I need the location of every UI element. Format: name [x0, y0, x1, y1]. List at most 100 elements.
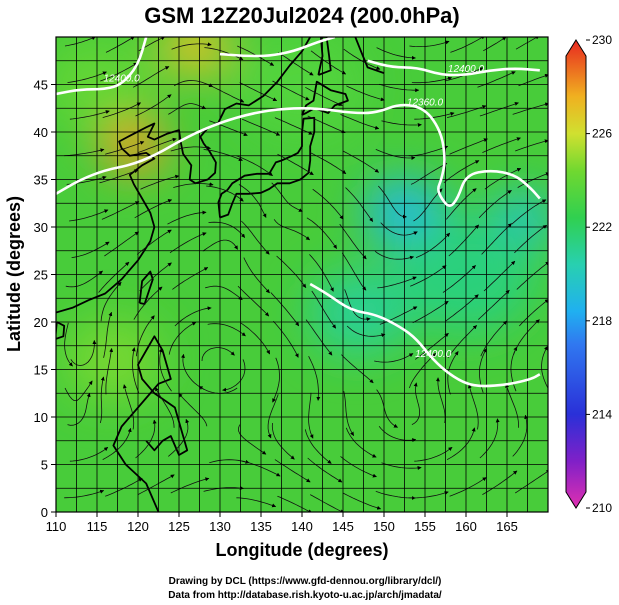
streamline-140 [408, 491, 449, 499]
field-blob-0 [101, 119, 166, 174]
streamline-167 [450, 37, 486, 53]
y-tick-label-25: 25 [34, 268, 48, 283]
x-tick-label-160: 160 [455, 519, 477, 534]
streamline-129 [376, 389, 398, 428]
x-tick-label-130: 130 [209, 519, 231, 534]
streamline-173 [478, 289, 510, 320]
streamline-84 [277, 495, 313, 512]
streamline-122 [342, 150, 380, 173]
colorbar-ticks: 210 214 218 222 226 230 [586, 33, 612, 515]
streamline-147 [415, 232, 451, 258]
streamline-34 [139, 262, 172, 292]
streamline-29 [135, 419, 157, 459]
streamline-60 [201, 347, 235, 362]
y-tick-label-30: 30 [34, 220, 48, 235]
x-tick-label-110: 110 [46, 519, 67, 534]
x-tick-label-120: 120 [127, 519, 149, 534]
contour-label-0: 12360.0 [407, 97, 444, 108]
streamline-15 [102, 427, 132, 460]
x-tick-label-115: 115 [87, 519, 108, 534]
streamline-64 [208, 221, 246, 238]
streamline-139 [376, 47, 416, 60]
contour-1 [56, 37, 148, 96]
cbar-tick-label-210: 210 [592, 501, 612, 515]
streamline-36 [134, 199, 173, 219]
streamline-134 [380, 222, 418, 236]
streamline-177 [484, 168, 522, 190]
streamline-99 [307, 457, 343, 483]
streamline-116 [341, 354, 374, 384]
streamline-97 [277, 52, 314, 76]
streamline-47 [174, 306, 212, 327]
streamline-35 [136, 229, 172, 255]
streamline-170 [467, 384, 479, 430]
x-tick-label-165: 165 [496, 519, 518, 534]
colorbar: 210 214 218 222 226 230 [565, 33, 612, 515]
y-tick-label-45: 45 [34, 78, 48, 93]
streamline-62 [205, 285, 243, 301]
contour-0 [56, 103, 541, 207]
streamline-146 [410, 265, 447, 287]
streamline-85 [274, 459, 311, 483]
streamline-16 [99, 376, 105, 424]
streamline-178 [482, 137, 521, 153]
streamline-21 [104, 231, 140, 257]
streamline-130 [374, 353, 414, 363]
x-axis-label: Longitude (degrees) [215, 540, 388, 560]
streamline-109 [307, 115, 346, 134]
streamline-80 [236, 155, 273, 177]
streamline-181 [483, 37, 507, 52]
streamline-71 [242, 460, 281, 477]
x-tick-label-155: 155 [414, 519, 436, 534]
y-axis-label: Latitude (degrees) [4, 196, 24, 352]
coastline-1 [56, 37, 311, 314]
streamline-119 [341, 252, 367, 291]
streamline-123 [340, 114, 380, 130]
streamline-106 [306, 217, 338, 249]
cbar-tick-label-214: 214 [592, 407, 612, 421]
cbar-tick-label-222: 222 [592, 220, 612, 234]
plot-area: 12360.0 12400.0 12400.0 12400.0 [56, 37, 548, 512]
streamline-159 [445, 294, 479, 322]
y-tick-label-40: 40 [34, 125, 48, 140]
streamline-100 [304, 429, 332, 464]
streamline-31 [131, 347, 140, 393]
streamline-120 [339, 223, 367, 260]
y-tick-label-5: 5 [41, 458, 48, 473]
streamline-115 [343, 391, 355, 436]
streamline-66 [203, 149, 243, 161]
streamline-20 [98, 261, 130, 293]
streamline-88 [272, 357, 280, 403]
streamline-112 [342, 492, 382, 510]
streamline-103 [305, 319, 333, 356]
streamline-2 [67, 392, 91, 426]
contour-4 [219, 37, 336, 58]
streamline-161 [448, 224, 479, 257]
x-tick-label-125: 125 [168, 519, 190, 534]
streamline-55 [171, 42, 212, 50]
streamline-151 [414, 111, 455, 120]
streamline-98 [310, 494, 345, 512]
streamline-189 [514, 224, 548, 254]
colorbar-body [565, 39, 587, 509]
streamline-199 [541, 346, 548, 389]
streamline-180 [477, 71, 516, 88]
y-axis-ticks: 0 5 10 15 20 25 30 35 40 45 [34, 78, 56, 520]
streamline-45 [158, 348, 172, 392]
streamline-192 [515, 139, 548, 152]
y-tick-label-20: 20 [34, 315, 48, 330]
streamline-63 [202, 239, 238, 252]
credit-line-1: Drawing by DCL (https://www.gfd-dennou.o… [169, 576, 442, 587]
streamline-54 [173, 80, 214, 87]
field-blob-5 [65, 319, 162, 401]
x-tick-label-140: 140 [291, 519, 313, 534]
credit-line-2: Data from http://database.rish.kyoto-u.a… [168, 590, 442, 601]
streamline-174 [483, 260, 516, 292]
streamline-27 [105, 37, 135, 53]
contour-label-3: 12400.0 [415, 349, 452, 360]
streamline-44 [154, 387, 175, 428]
streamline-67 [209, 120, 248, 136]
x-tick-label-145: 145 [332, 519, 354, 534]
streamline-113 [340, 456, 377, 478]
